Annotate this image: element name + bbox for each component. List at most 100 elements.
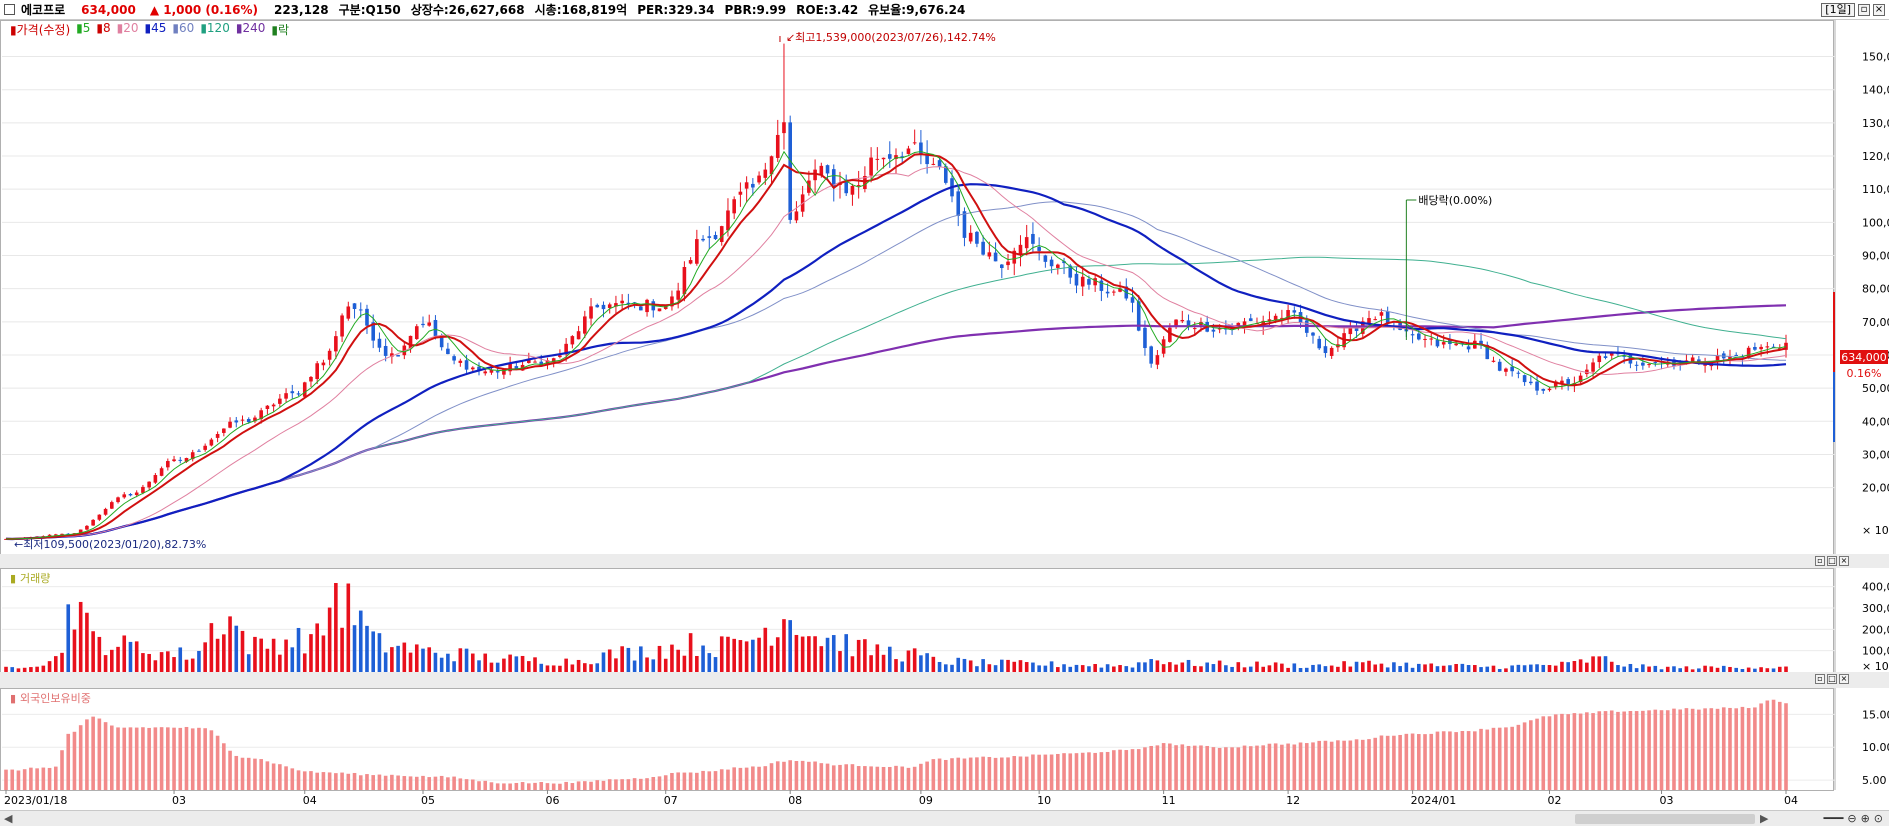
legend-ma120[interactable]: ▮120 xyxy=(200,21,230,35)
legend-ma8[interactable]: ▮8 xyxy=(96,21,111,35)
volume-bar xyxy=(738,640,743,672)
panel-minimize-icon[interactable]: ▫ xyxy=(1815,674,1825,684)
candle-body xyxy=(1348,326,1353,335)
volume-bar xyxy=(975,666,979,672)
stock-chart[interactable]: 20,00030,00040,00050,00060,00070,00080,0… xyxy=(0,20,1889,810)
candle-body xyxy=(719,226,724,243)
candle-body xyxy=(1740,356,1745,358)
foreign-bar xyxy=(919,763,923,790)
panel-close-icon[interactable]: × xyxy=(1839,556,1849,566)
zoom-slider-icon[interactable]: ━━━ xyxy=(1823,812,1844,825)
panel-maximize-icon[interactable]: □ xyxy=(1827,674,1837,684)
zoom-out-icon[interactable]: ⊖ xyxy=(1847,812,1857,825)
volume-bar xyxy=(1709,666,1714,672)
volume-bar xyxy=(1248,666,1253,672)
foreign-bar xyxy=(1149,745,1153,790)
foreign-bar xyxy=(1404,733,1409,790)
volume-bar xyxy=(601,652,606,672)
candle-body xyxy=(1535,381,1539,391)
foreign-bar xyxy=(1161,743,1166,790)
legend-price[interactable]: ▮가격(수정) xyxy=(10,23,71,37)
candle-body xyxy=(987,252,992,257)
close-icon[interactable]: × xyxy=(1873,4,1885,16)
foreign-bar xyxy=(352,772,357,790)
volume-bar xyxy=(676,649,680,672)
volume-bar xyxy=(956,657,961,672)
volume-bar xyxy=(564,658,568,672)
candle-body xyxy=(601,304,606,310)
volume-bar xyxy=(1006,659,1010,672)
foreign-bar xyxy=(757,766,761,790)
candle-body xyxy=(309,376,313,382)
foreign-bar xyxy=(844,764,849,790)
panel-minimize-icon[interactable]: ▫ xyxy=(1815,556,1825,566)
candle-body xyxy=(1068,265,1073,278)
panel-maximize-icon[interactable]: □ xyxy=(1827,556,1837,566)
legend-ma20[interactable]: ▮20 xyxy=(116,21,139,35)
foreign-bar xyxy=(1535,718,1539,790)
horizontal-scrollbar[interactable]: ◀ ▶ ━━━ ⊖ ⊕ ⊙ xyxy=(0,810,1889,826)
candle-body xyxy=(315,363,319,379)
candle-body xyxy=(1130,297,1135,303)
volume-bar xyxy=(1460,663,1465,672)
zoom-in-icon[interactable]: ⊕ xyxy=(1860,812,1870,825)
volume-bar xyxy=(222,634,226,672)
volume-bar xyxy=(1398,666,1402,672)
volume-bar xyxy=(551,665,556,672)
volume-bar xyxy=(1585,662,1589,672)
candle-body xyxy=(583,316,587,334)
candle-body xyxy=(1454,343,1458,346)
candle-body xyxy=(489,369,494,373)
foreign-bar xyxy=(807,761,811,790)
foreign-bar xyxy=(576,781,581,790)
foreign-bar xyxy=(1466,731,1471,790)
volume-bar xyxy=(1099,667,1104,672)
candle-body xyxy=(365,308,369,326)
volume-bar xyxy=(1765,668,1770,672)
candle-body xyxy=(1497,361,1502,371)
foreign-bar xyxy=(1056,753,1060,790)
volume-bar xyxy=(620,646,624,672)
legend-ma240[interactable]: ▮240 xyxy=(235,21,266,35)
foreign-bar xyxy=(1248,746,1253,790)
candle-body xyxy=(396,355,400,357)
volume-bar xyxy=(1087,666,1091,672)
minimize-icon[interactable]: ▫ xyxy=(1858,4,1870,16)
foreign-bar xyxy=(1709,708,1714,790)
scroll-thumb[interactable] xyxy=(1575,814,1755,824)
legend-ma45[interactable]: ▮45 xyxy=(144,21,167,35)
volume-bar xyxy=(402,642,407,672)
period-button[interactable]: [1일] xyxy=(1821,3,1855,17)
volume-bar xyxy=(520,655,525,672)
foreign-bar xyxy=(477,781,481,790)
foreign-bar xyxy=(1211,747,1216,790)
volume-bar xyxy=(869,655,873,672)
ma120-line xyxy=(5,256,1787,540)
legend-ma5[interactable]: ▮5 xyxy=(76,21,91,35)
scroll-left-icon[interactable]: ◀ xyxy=(4,812,13,825)
foreign-bar xyxy=(222,743,226,790)
select-checkbox[interactable] xyxy=(4,4,15,15)
volume-bar xyxy=(695,655,699,672)
foreign-bar xyxy=(1672,708,1676,790)
legend-ma60[interactable]: ▮60 xyxy=(172,21,195,35)
foreign-panel-controls: ▫ □ × xyxy=(1815,674,1849,684)
price-tick-label: 100,000 xyxy=(1862,216,1889,229)
panel-close-icon[interactable]: × xyxy=(1839,674,1849,684)
volume-bar xyxy=(278,654,282,672)
zoom-reset-icon[interactable]: ⊙ xyxy=(1873,812,1883,825)
volume-bar xyxy=(514,656,519,672)
volume-bar xyxy=(1174,664,1178,672)
foreign-bar xyxy=(738,767,743,790)
volume-bar xyxy=(147,653,151,672)
volume-bar xyxy=(271,638,276,672)
scroll-right-icon[interactable]: ▶ xyxy=(1760,812,1769,825)
legend-ex-dividend[interactable]: ▮락 xyxy=(271,23,289,37)
volume-bar xyxy=(583,663,587,672)
volume-bar xyxy=(302,653,307,672)
foreign-bar xyxy=(1510,726,1514,790)
volume-bar xyxy=(1068,666,1073,672)
volume-bar xyxy=(10,667,15,672)
foreign-bar xyxy=(558,783,562,790)
candle-body xyxy=(1479,340,1483,346)
